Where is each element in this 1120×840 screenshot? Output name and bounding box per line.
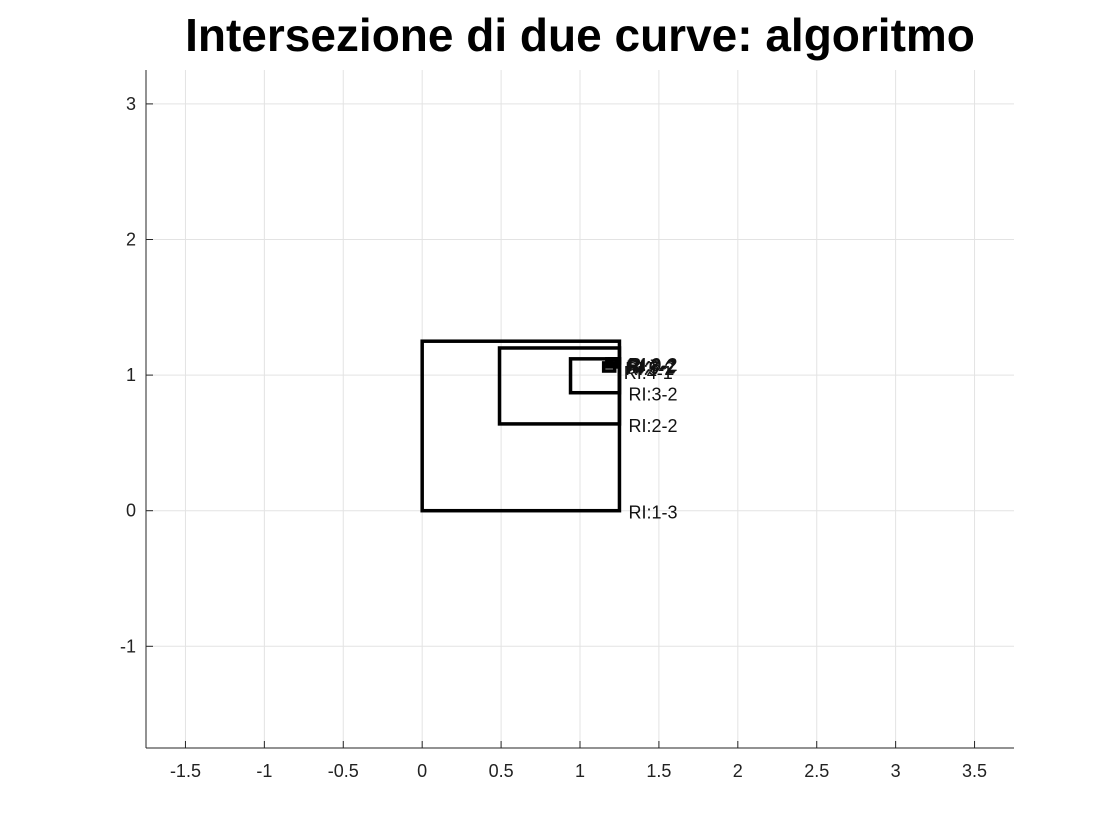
x-tick-label: 3.5	[962, 761, 987, 781]
x-tick-label: 3	[891, 761, 901, 781]
x-tick-label: -0.5	[328, 761, 359, 781]
interval-rectangle	[568, 357, 622, 395]
rectangle-label: RI:5-2	[625, 359, 674, 379]
x-tick-label: 1.5	[646, 761, 671, 781]
rectangle-label: RI:7-2	[627, 356, 676, 376]
rectangle-label: RI:2-2	[628, 416, 677, 436]
y-tick-label: 2	[126, 230, 136, 250]
rectangle-label: RI:8-2	[628, 356, 677, 376]
y-ticks: -1 0 1 2 3	[120, 94, 153, 656]
x-tick-label: 1	[575, 761, 585, 781]
y-tick-label: -1	[120, 636, 136, 656]
rectangle-label: RI:4-1	[624, 363, 673, 383]
rectangle-label: RI:1-3	[628, 503, 677, 523]
x-tick-label: -1.5	[170, 761, 201, 781]
x-tick-label: 2	[733, 761, 743, 781]
x-ticks: -1.5 -1 -0.5 0 0.5 1 1.5 2 2.5 3 3.5	[170, 741, 987, 781]
chart-title: Intersezione di due curve: algoritmo	[185, 9, 975, 61]
rectangles	[420, 339, 622, 513]
x-tick-label: 0	[417, 761, 427, 781]
y-tick-label: 1	[126, 365, 136, 385]
x-tick-label: 0.5	[489, 761, 514, 781]
x-tick-label: -1	[256, 761, 272, 781]
x-tick-label: 2.5	[804, 761, 829, 781]
rectangle-label: RI:6-2	[626, 358, 675, 378]
grid	[146, 70, 1014, 748]
interval-rectangle	[609, 357, 622, 365]
rectangle-labels: RI:1-3 RI:2-2 RI:3-2RI:4-1RI:5-2RI:6-2RI:7…	[624, 355, 678, 523]
rectangle-label: RI:9-2	[628, 355, 677, 375]
y-tick-label: 0	[126, 501, 136, 521]
y-tick-label: 3	[126, 94, 136, 114]
rectangle-label: RI:3-2	[628, 385, 677, 405]
interval-rectangle	[420, 339, 622, 513]
